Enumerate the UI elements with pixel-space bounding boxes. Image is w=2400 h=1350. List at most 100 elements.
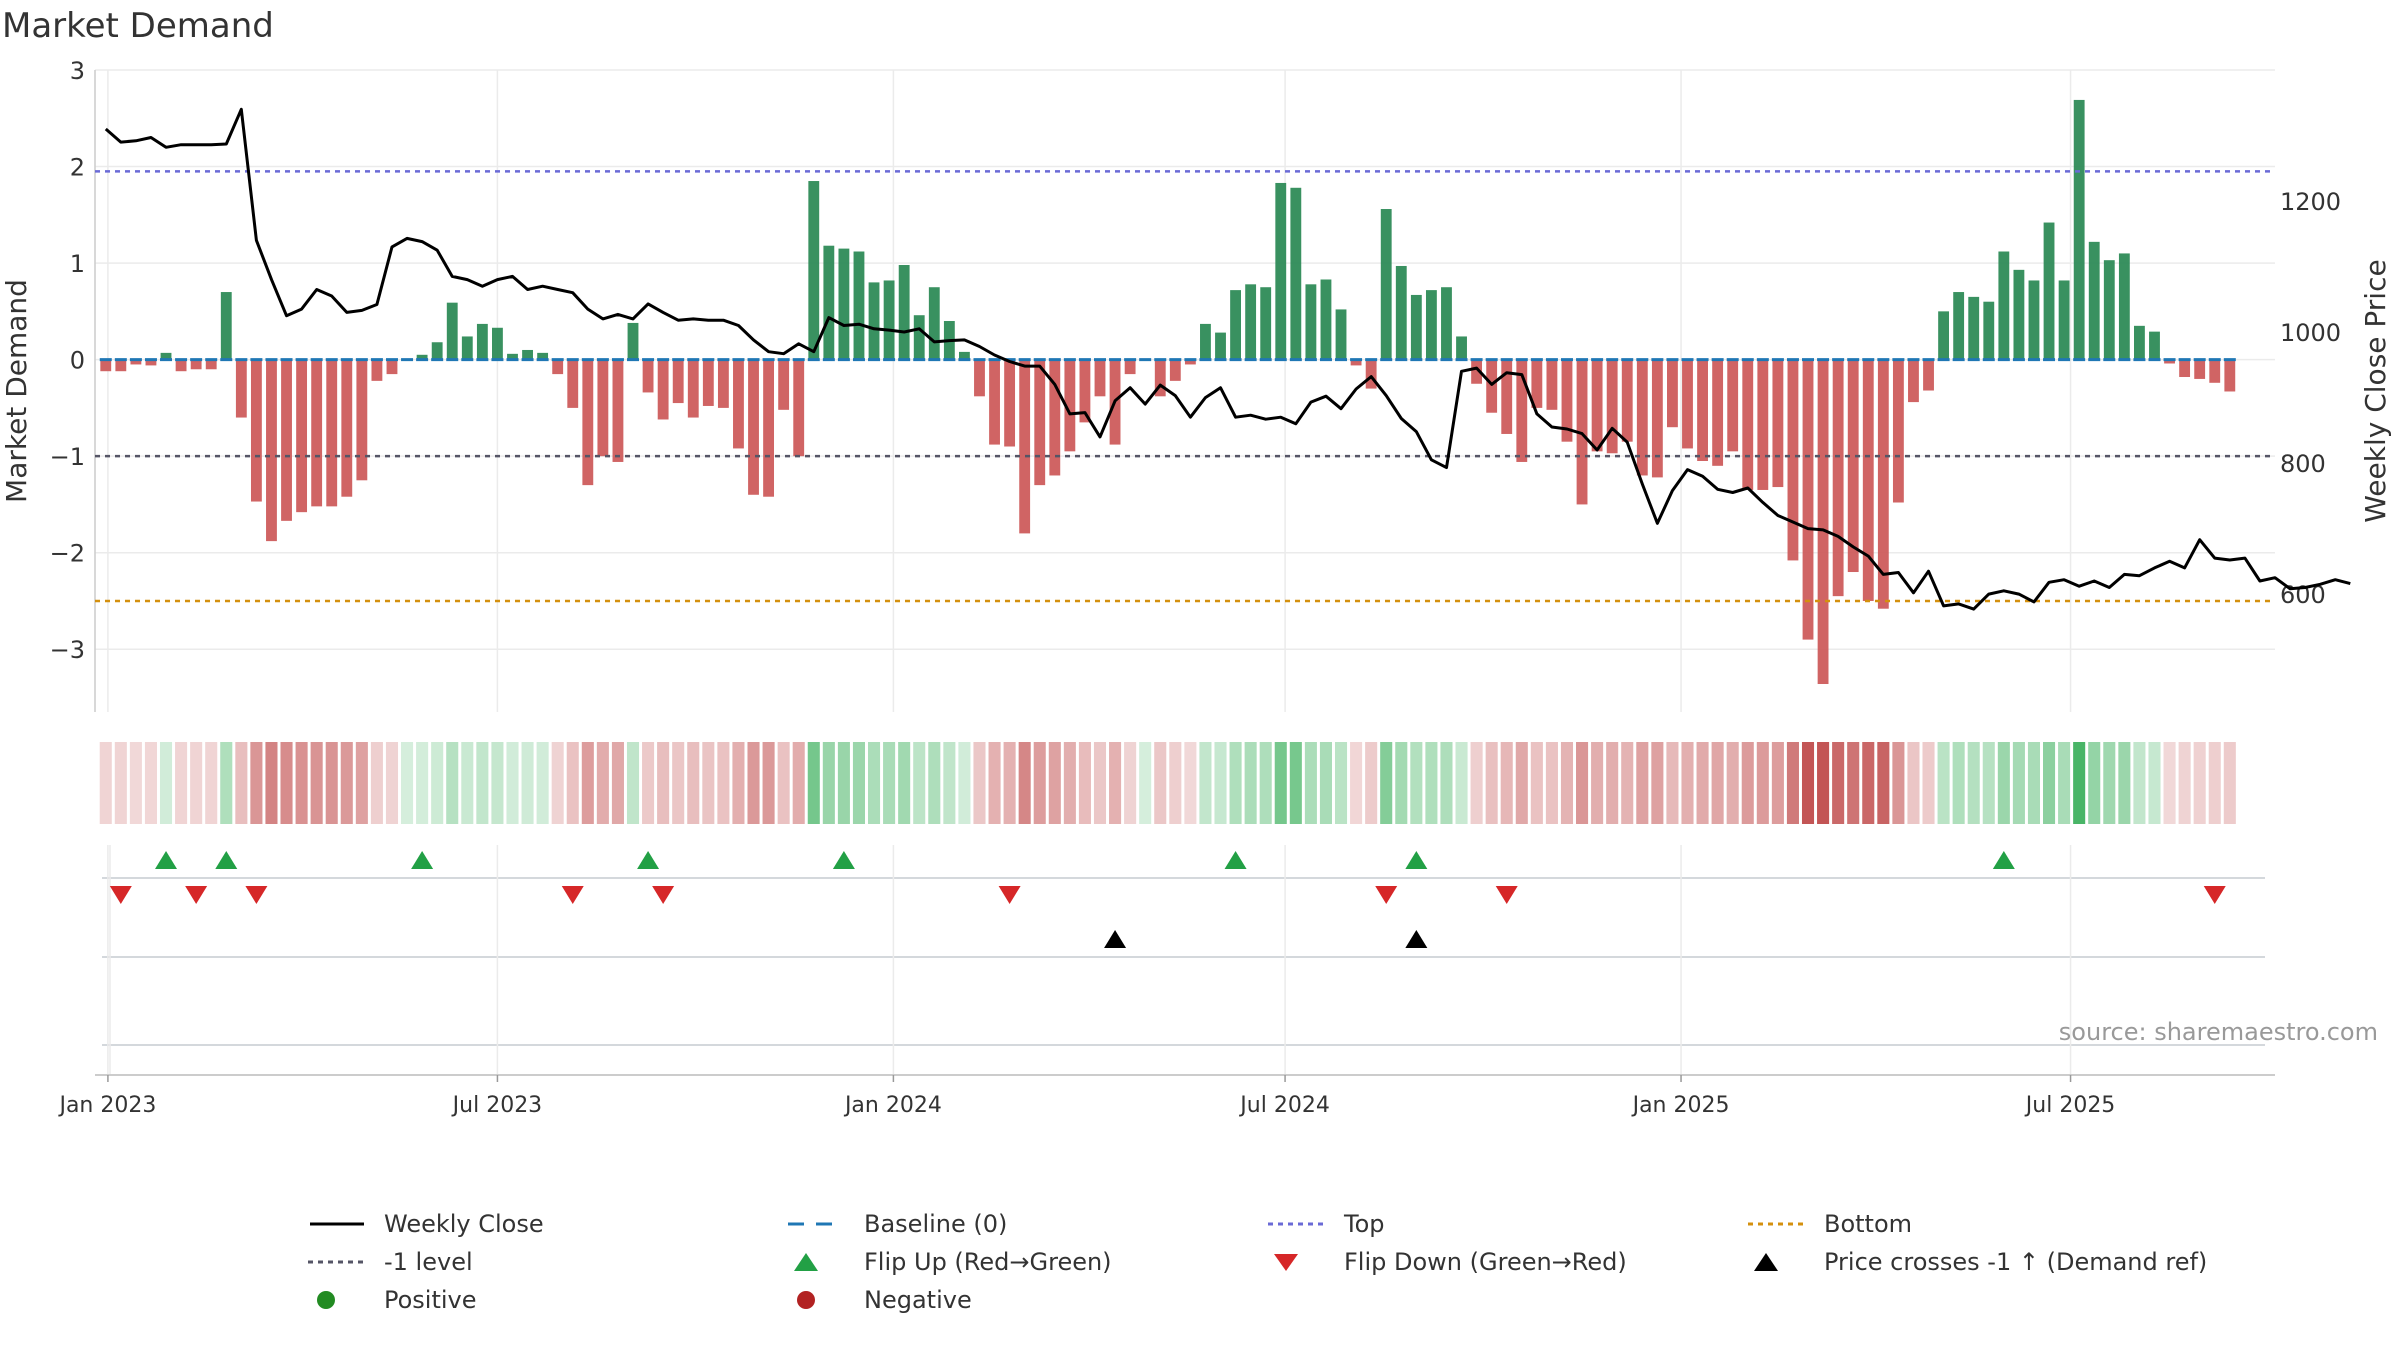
heat-cell <box>2073 742 2086 824</box>
heat-cell <box>370 742 383 824</box>
heat-cell <box>1184 742 1197 824</box>
legend-symbol-negative <box>797 1291 815 1309</box>
heat-cell <box>1093 742 1107 824</box>
flip-down-marker <box>185 886 208 904</box>
heat-cell <box>581 742 594 824</box>
bar-negative <box>115 359 127 372</box>
heat-cell <box>175 742 188 824</box>
heat-cell <box>1365 742 1378 824</box>
heat-cell <box>1470 742 1483 824</box>
heat-cell <box>1530 742 1543 824</box>
flip-up-marker <box>215 851 238 869</box>
bar-negative <box>1486 359 1498 413</box>
bar-positive <box>1425 290 1437 360</box>
flip-up-marker <box>1405 851 1428 869</box>
y-tick-label: 1 <box>70 250 85 278</box>
heat-cell <box>159 742 173 824</box>
flip-down-marker <box>109 886 132 904</box>
heat-cell <box>837 742 850 824</box>
flip-up-markers <box>155 851 2015 869</box>
heat-cell <box>461 742 474 824</box>
heat-cell <box>1304 742 1317 824</box>
bar-positive <box>537 352 549 360</box>
bar-negative <box>717 359 729 408</box>
heat-cell <box>551 742 564 824</box>
y-tick-label: 0 <box>70 347 85 375</box>
bar-negative <box>2209 359 2221 383</box>
legend-symbol-flip-down <box>1274 1254 1298 1271</box>
x-tick-label: Jan 2023 <box>57 1093 156 1118</box>
legend-item-weekly-close: Weekly Close <box>300 1206 544 1242</box>
legend-item-top: Top <box>1260 1206 1385 1242</box>
heat-cell <box>2103 742 2116 824</box>
heat-cell <box>687 742 700 824</box>
bar-positive <box>1290 187 1302 360</box>
bar-positive <box>2118 253 2130 360</box>
flip-up-marker <box>637 851 660 869</box>
heat-cell <box>416 742 429 824</box>
bar-negative <box>1757 359 1769 490</box>
heat-cell <box>807 742 820 824</box>
bar-negative <box>642 359 654 393</box>
heat-cell <box>898 742 911 824</box>
heat-cell <box>1350 742 1363 824</box>
heat-cell <box>657 742 670 824</box>
legend-label-price-cross: Price crosses -1 ↑ (Demand ref) <box>1824 1248 2208 1276</box>
heat-cell <box>988 742 1001 824</box>
flip-down-markers <box>109 886 2226 904</box>
bar-negative <box>356 359 368 481</box>
heat-cell <box>1801 742 1815 824</box>
bar-negative <box>1817 359 1829 685</box>
bar-positive <box>1983 301 1995 360</box>
heat-cell <box>1696 742 1709 824</box>
legend-item-baseline: Baseline (0) <box>780 1206 1007 1242</box>
bar-negative <box>1064 359 1076 452</box>
bar-negative <box>567 359 579 408</box>
heat-cell <box>310 742 323 824</box>
bar-positive <box>958 351 970 360</box>
heat-cell <box>250 742 263 824</box>
legend-label-bottom: Bottom <box>1824 1210 1913 1238</box>
heat-cell <box>1169 742 1182 824</box>
heat-cell <box>536 742 549 824</box>
bar-positive <box>160 352 172 360</box>
heat-cell <box>642 742 655 824</box>
bar-negative <box>1516 359 1528 462</box>
bar-positive <box>1938 311 1950 360</box>
bar-negative <box>657 359 669 420</box>
legend-item-minus1: -1 level <box>300 1244 473 1280</box>
heat-cell <box>265 742 278 824</box>
heat-cell <box>2043 742 2056 824</box>
heat-cell <box>1937 742 1950 824</box>
bar-positive <box>2013 269 2025 360</box>
heat-cell <box>521 742 534 824</box>
heat-cell <box>355 742 368 824</box>
bar-negative <box>974 359 985 397</box>
legend-item-price-cross: Price crosses -1 ↑ (Demand ref) <box>1740 1244 2207 1280</box>
heat-cell <box>2178 742 2191 824</box>
bar-negative <box>1832 359 1844 597</box>
bar-negative <box>250 359 262 502</box>
heat-cell <box>1651 742 1664 824</box>
heat-cell <box>1259 742 1272 824</box>
bar-positive <box>1395 265 1407 360</box>
heat-cell <box>1063 742 1076 824</box>
bar-negative <box>733 359 744 449</box>
bar-negative <box>1606 359 1618 454</box>
heat-cell <box>566 742 579 824</box>
bar-positive <box>853 251 865 360</box>
bar-negative <box>1667 359 1678 428</box>
heat-cell <box>1199 742 1212 824</box>
heat-cell <box>762 742 775 824</box>
flip-down-marker <box>2203 886 2226 904</box>
heat-cell <box>2133 742 2146 824</box>
y-tick-label: 2 <box>70 154 85 182</box>
heat-cell <box>220 742 233 824</box>
heat-cell <box>325 742 338 824</box>
heat-cell <box>1560 742 1574 824</box>
bar-negative <box>341 359 353 497</box>
bar-negative <box>281 359 292 521</box>
bar-negative <box>1923 359 1934 391</box>
heat-cell <box>1967 742 1980 824</box>
